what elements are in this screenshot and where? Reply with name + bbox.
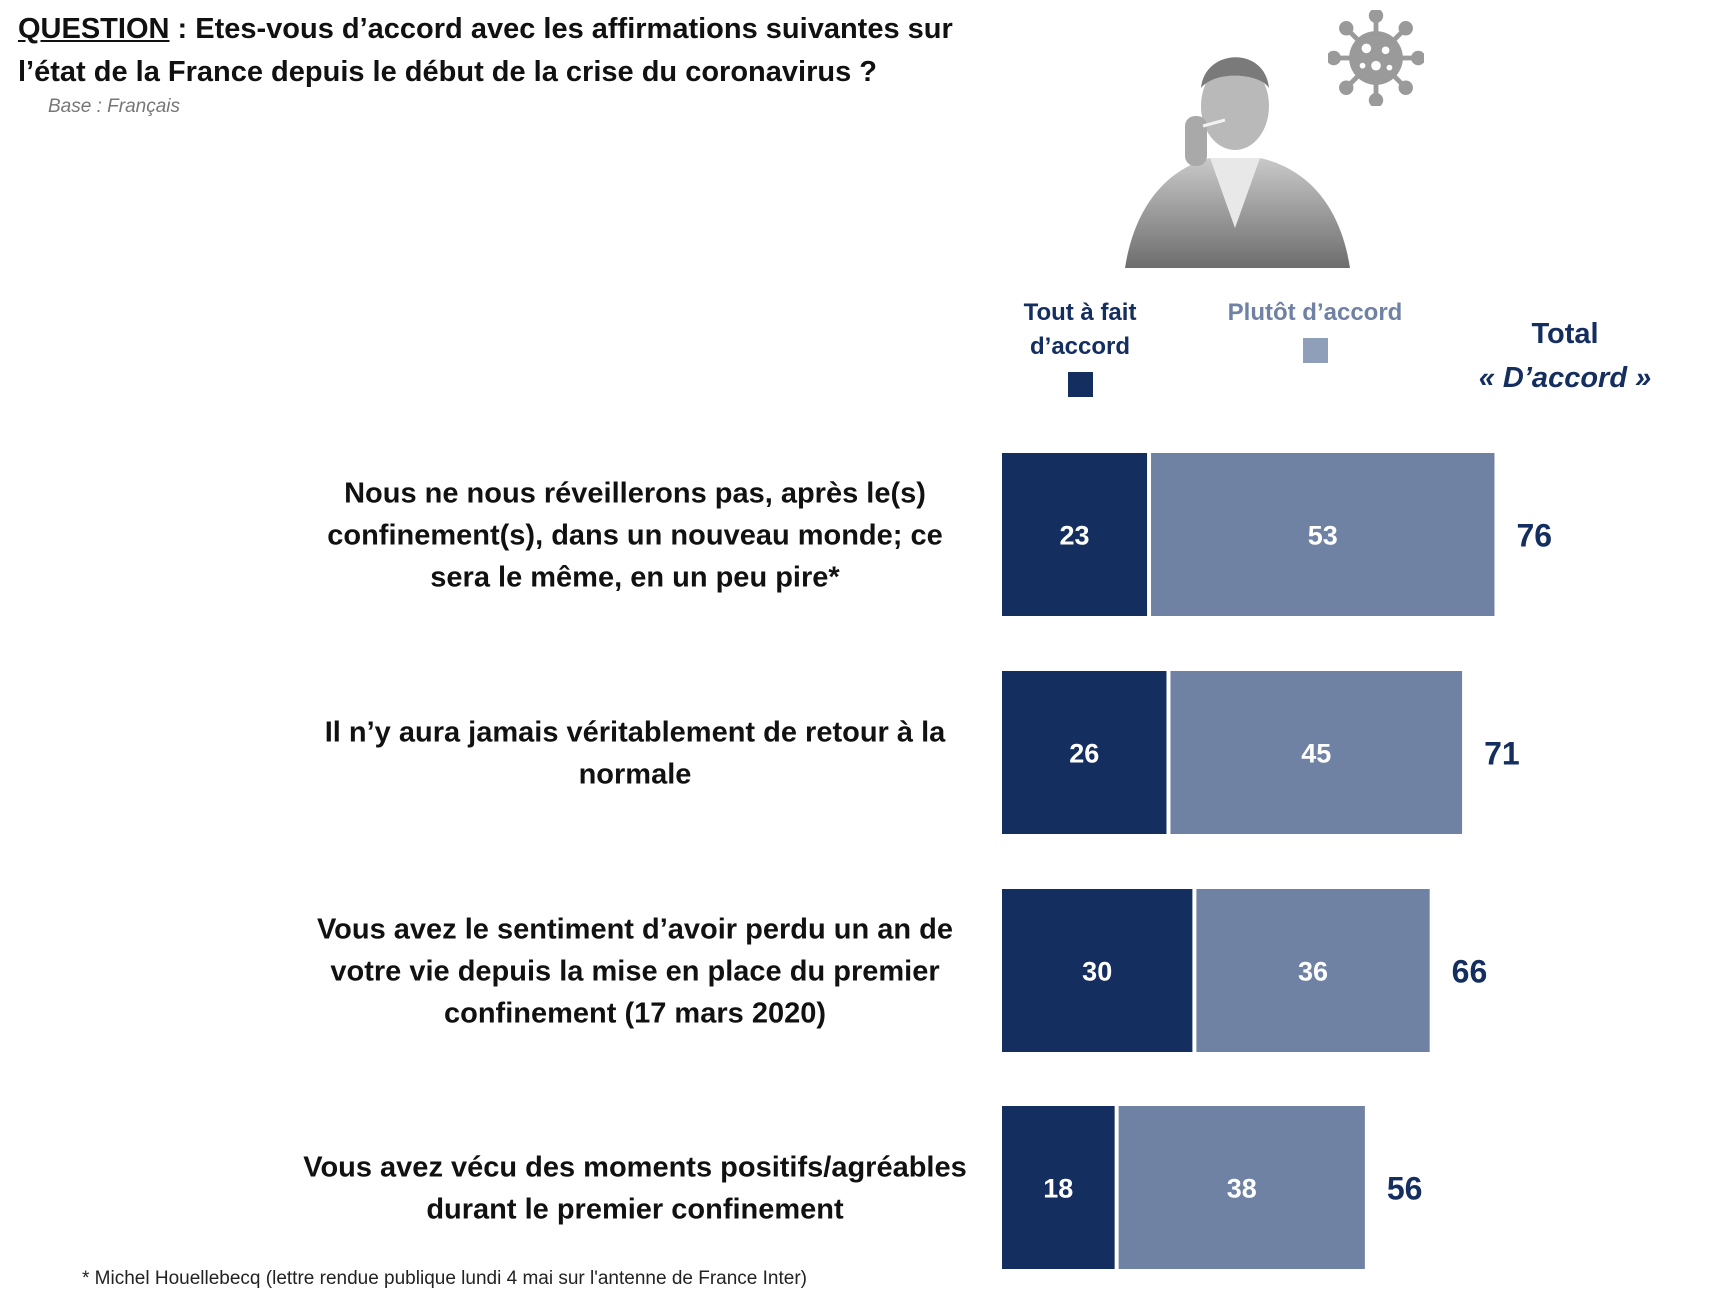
- bar-value-label: 30: [1082, 957, 1112, 987]
- question-title: QUESTION : Etes-vous d’accord avec les a…: [18, 8, 1018, 94]
- legend-total-line2: « D’accord »: [1478, 362, 1652, 394]
- bar-segment: [1170, 671, 1463, 834]
- virus-icon: [1328, 10, 1424, 106]
- total-value-label: 66: [1452, 954, 1488, 990]
- bar-value-label: 23: [1059, 521, 1089, 551]
- footnote: * Michel Houellebecq (lettre rendue publ…: [82, 1268, 807, 1289]
- bar-value-label: 53: [1308, 521, 1338, 551]
- bar-value-label: 38: [1227, 1174, 1257, 1204]
- bar-segment: [1002, 889, 1193, 1052]
- category-label: Vous avez vécu des moments positifs/agré…: [303, 1152, 967, 1226]
- bar-segment: [1002, 671, 1167, 834]
- bar-segment: [1151, 453, 1495, 616]
- legend-series1: Tout à fait d’accord: [990, 296, 1170, 407]
- category-label: Il n’y aura jamais véritablement de reto…: [325, 717, 946, 791]
- base-note: Base : Français: [48, 96, 180, 117]
- bar-segment: [1002, 1106, 1115, 1269]
- bar-segment: [1002, 453, 1148, 616]
- question-label: QUESTION: [18, 13, 170, 45]
- bar-segment: [1196, 889, 1430, 1052]
- legend-series1-label: Tout à fait d’accord: [1023, 299, 1137, 360]
- category-label: Nous ne nous réveillerons pas, après le(…: [327, 478, 943, 594]
- question-text: : Etes-vous d’accord avec les affirmatio…: [18, 13, 953, 88]
- bar-value-label: 36: [1298, 957, 1328, 987]
- bar-segment: [1118, 1106, 1365, 1269]
- legend-series1-swatch: [1067, 372, 1093, 397]
- legend-series2: Plutôt d’accord: [1225, 296, 1405, 373]
- legend-series2-swatch: [1302, 338, 1328, 363]
- bar-value-label: 26: [1069, 739, 1099, 769]
- bar-value-label: 45: [1301, 739, 1331, 769]
- legend-series2-label: Plutôt d’accord: [1227, 299, 1403, 326]
- total-value-label: 76: [1516, 518, 1552, 554]
- legend-total: Total « D’accord »: [1465, 312, 1665, 400]
- portrait-image: [1125, 57, 1350, 268]
- bar-value-label: 18: [1043, 1174, 1073, 1204]
- category-label: Vous avez le sentiment d’avoir perdu un …: [317, 914, 953, 1030]
- legend-total-line1: Total: [1531, 318, 1599, 350]
- total-value-label: 71: [1484, 736, 1520, 772]
- total-value-label: 56: [1387, 1171, 1423, 1207]
